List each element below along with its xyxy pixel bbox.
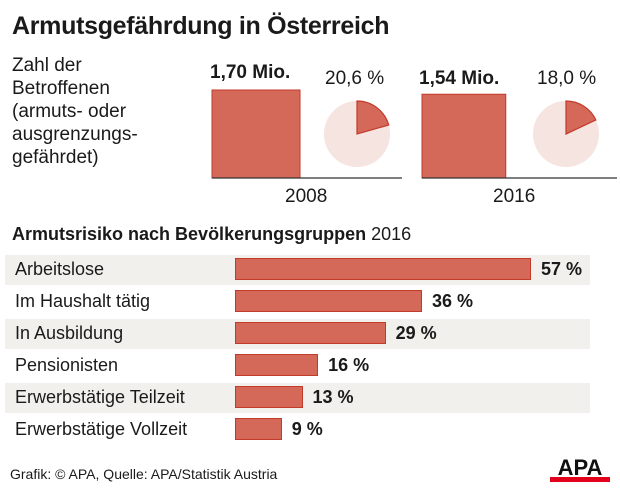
value-label: 29 %	[395, 323, 437, 343]
value-label: 57 %	[541, 259, 583, 279]
bar	[235, 418, 282, 440]
description: Zahl der Betroffenen (armuts- oder ausgr…	[12, 54, 202, 169]
value-square	[421, 93, 507, 179]
value-square	[211, 89, 301, 179]
share-label-2016: 18,0 %	[537, 68, 597, 89]
bar	[235, 322, 386, 344]
value-label: 9 %	[291, 419, 323, 439]
category-label: Arbeitslose	[15, 259, 105, 279]
category-label: Pensionisten	[15, 355, 119, 375]
bar-row: In Ausbildung 29 %	[5, 319, 590, 349]
year-label-2008: 2008	[285, 186, 328, 207]
share-label-2008: 20,6 %	[325, 68, 385, 89]
value-label: 36 %	[431, 291, 473, 311]
value-label: 16 %	[328, 355, 370, 375]
yearly-comparison	[211, 89, 617, 179]
category-label: Erwerbstätige Vollzeit	[15, 419, 188, 439]
description-line: Zahl der	[12, 55, 82, 76]
bar-row: Erwerbstätige Vollzeit 9 %	[5, 415, 590, 445]
category-label: In Ausbildung	[15, 323, 124, 343]
value-label-2008: 1,70 Mio.	[210, 62, 291, 83]
pie-slice	[356, 100, 390, 135]
bar	[235, 354, 319, 376]
bar-row: Erwerbstätige Teilzeit 13 %	[5, 383, 590, 413]
description-line: gefährdet)	[12, 147, 99, 168]
value-label-2016: 1,54 Mio.	[419, 68, 500, 89]
category-label: Im Haushalt tätig	[15, 291, 151, 311]
bar-row: Pensionisten 16 %	[5, 351, 590, 381]
description-line: Betroffenen	[12, 78, 110, 99]
bar	[235, 290, 422, 312]
bar-row: Arbeitslose 57 %	[5, 255, 590, 285]
bar-row: Im Haushalt tätig 36 %	[5, 287, 590, 317]
section-subtitle: Armutsrisiko nach Bevölkerungsgruppen 20…	[12, 224, 411, 245]
subtitle-bold: Armutsrisiko nach Bevölkerungsgruppen	[12, 224, 367, 244]
category-label: Erwerbstätige Teilzeit	[15, 387, 185, 407]
value-label: 13 %	[312, 387, 354, 407]
bar	[235, 386, 303, 408]
pie-slice	[565, 100, 597, 135]
chart-title: Armutsgefährdung in Österreich	[12, 12, 390, 40]
description-line: ausgrenzungs-	[12, 124, 138, 145]
subtitle-year: 2016	[371, 224, 412, 244]
apa-logo: APA	[550, 455, 610, 482]
svg-text:APA: APA	[558, 455, 603, 480]
source-footer: Grafik: © APA, Quelle: APA/Statistik Aus…	[10, 466, 278, 482]
year-label-2016: 2016	[493, 186, 536, 207]
bar	[235, 258, 531, 280]
description-line: (armuts- oder	[12, 101, 127, 122]
